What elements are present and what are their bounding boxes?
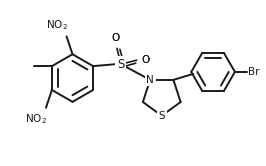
- Text: N: N: [146, 75, 154, 85]
- Text: O: O: [142, 55, 150, 65]
- Text: NO$_2$: NO$_2$: [25, 112, 47, 125]
- Text: S: S: [159, 111, 165, 121]
- Text: Br: Br: [248, 67, 259, 77]
- Text: N: N: [146, 75, 154, 85]
- Text: NO$_2$: NO$_2$: [46, 19, 68, 32]
- Text: O: O: [112, 33, 120, 43]
- Text: O: O: [142, 55, 150, 65]
- Text: S: S: [117, 58, 124, 71]
- Text: S: S: [117, 58, 124, 71]
- Text: O: O: [112, 33, 120, 43]
- Text: S: S: [159, 111, 165, 121]
